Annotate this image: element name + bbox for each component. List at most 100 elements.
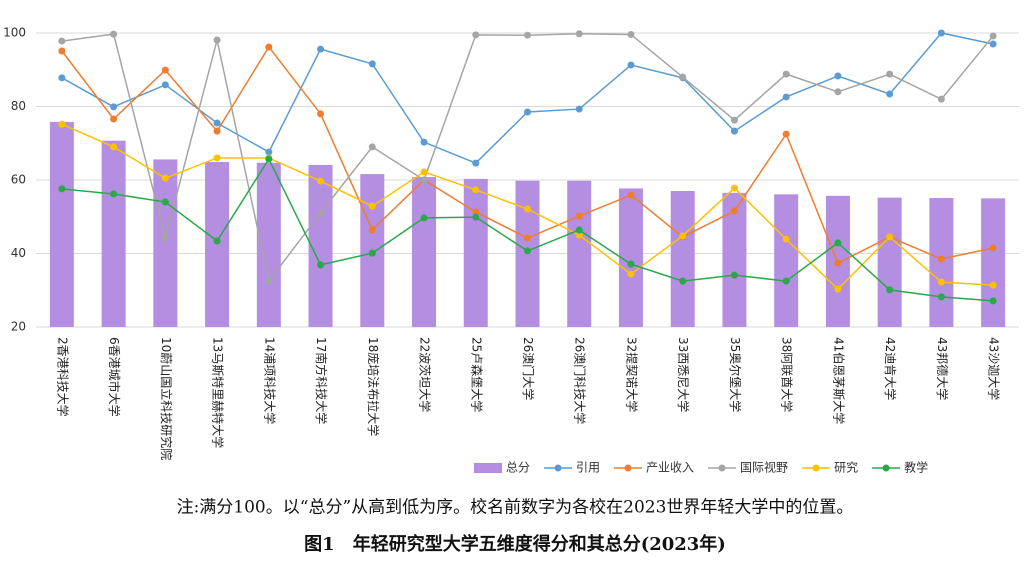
x-tick-label: 38阿联酋大学 bbox=[780, 337, 795, 412]
point bbox=[110, 190, 118, 198]
point bbox=[989, 244, 997, 252]
y-tick-label: 100 bbox=[3, 26, 26, 40]
point bbox=[317, 209, 325, 217]
bar bbox=[774, 194, 799, 327]
point bbox=[575, 226, 583, 234]
point bbox=[782, 130, 790, 138]
bar bbox=[981, 198, 1006, 327]
x-tick-label: 32提契诺大学 bbox=[624, 337, 639, 412]
bar bbox=[670, 191, 695, 327]
point bbox=[937, 95, 945, 103]
point bbox=[937, 29, 945, 37]
point bbox=[782, 93, 790, 101]
point bbox=[161, 174, 169, 182]
legend-swatch bbox=[718, 464, 726, 472]
x-tick-label: 43沙迦大学 bbox=[987, 337, 1002, 400]
point bbox=[937, 255, 945, 263]
point bbox=[317, 261, 325, 269]
x-tick-label: 18庞培法布拉大学 bbox=[366, 337, 381, 436]
point bbox=[368, 60, 376, 68]
point bbox=[420, 176, 428, 184]
point bbox=[524, 31, 531, 39]
point bbox=[472, 159, 480, 167]
legend-swatch bbox=[554, 464, 562, 472]
point bbox=[679, 232, 687, 240]
legend-swatch bbox=[812, 464, 820, 472]
point bbox=[472, 186, 480, 194]
point bbox=[834, 88, 842, 96]
point bbox=[575, 231, 583, 239]
point bbox=[213, 127, 221, 135]
point bbox=[886, 90, 894, 98]
point bbox=[524, 205, 531, 213]
point bbox=[834, 285, 842, 293]
bar bbox=[308, 164, 333, 327]
x-tick-label: 26澳门科技大学 bbox=[573, 337, 588, 424]
point bbox=[317, 45, 325, 53]
x-tick-label: 26澳门大学 bbox=[521, 337, 536, 400]
point bbox=[110, 103, 118, 111]
point bbox=[782, 277, 790, 285]
legend-label: 引用 bbox=[576, 461, 600, 475]
point bbox=[265, 148, 273, 156]
legend-swatch bbox=[882, 464, 890, 472]
point bbox=[161, 198, 169, 206]
point bbox=[161, 66, 169, 74]
point bbox=[472, 208, 480, 216]
bar bbox=[618, 188, 643, 327]
point bbox=[58, 47, 66, 55]
bar bbox=[567, 180, 592, 327]
point bbox=[989, 40, 997, 48]
point bbox=[110, 30, 118, 38]
point bbox=[627, 270, 635, 278]
point bbox=[58, 185, 66, 193]
point bbox=[524, 234, 531, 242]
point bbox=[627, 260, 635, 268]
chart-title: 图1 年轻研究型大学五维度得分和其总分(2023年) bbox=[304, 533, 726, 555]
point bbox=[368, 202, 376, 210]
point bbox=[834, 239, 842, 247]
x-tick-label: 33西悉尼大学 bbox=[676, 337, 691, 412]
point bbox=[730, 184, 738, 192]
point bbox=[730, 116, 738, 124]
point bbox=[989, 281, 997, 289]
y-tick-label: 20 bbox=[11, 320, 26, 334]
legend-label: 教学 bbox=[904, 460, 928, 475]
bar bbox=[153, 159, 178, 327]
point bbox=[834, 72, 842, 80]
point bbox=[575, 105, 583, 113]
point bbox=[627, 30, 635, 38]
point bbox=[58, 74, 66, 82]
point bbox=[937, 293, 945, 301]
point bbox=[420, 214, 428, 222]
point bbox=[524, 108, 531, 116]
point bbox=[317, 110, 325, 118]
legend-swatch bbox=[474, 463, 502, 473]
point bbox=[213, 237, 221, 245]
x-tick-label: 43邦德大学 bbox=[935, 337, 950, 400]
point bbox=[575, 212, 583, 220]
bar bbox=[101, 140, 126, 327]
x-tick-label: 25卢森堡大学 bbox=[469, 337, 484, 412]
legend-label: 国际视野 bbox=[740, 460, 788, 475]
point bbox=[730, 271, 738, 279]
point bbox=[110, 143, 118, 151]
point bbox=[679, 73, 687, 81]
x-tick-label: 42迪肯大学 bbox=[883, 337, 898, 400]
chart-note: 注:满分100。以“总分”从高到低为序。校名前数字为各校在2023世界年轻大学中… bbox=[177, 498, 854, 518]
bar bbox=[49, 121, 74, 327]
y-tick-label: 60 bbox=[11, 173, 26, 187]
point bbox=[782, 235, 790, 243]
point bbox=[110, 115, 118, 123]
y-tick-label: 80 bbox=[11, 99, 26, 113]
x-tick-label: 6香港城市大学 bbox=[107, 337, 122, 417]
x-tick-label: 14浦项科技大学 bbox=[262, 337, 277, 424]
point bbox=[886, 70, 894, 78]
y-tick-label: 40 bbox=[11, 246, 26, 260]
legend-label: 研究 bbox=[834, 460, 858, 475]
bar bbox=[877, 197, 902, 327]
point bbox=[730, 127, 738, 135]
point bbox=[161, 234, 169, 242]
point bbox=[472, 213, 480, 221]
